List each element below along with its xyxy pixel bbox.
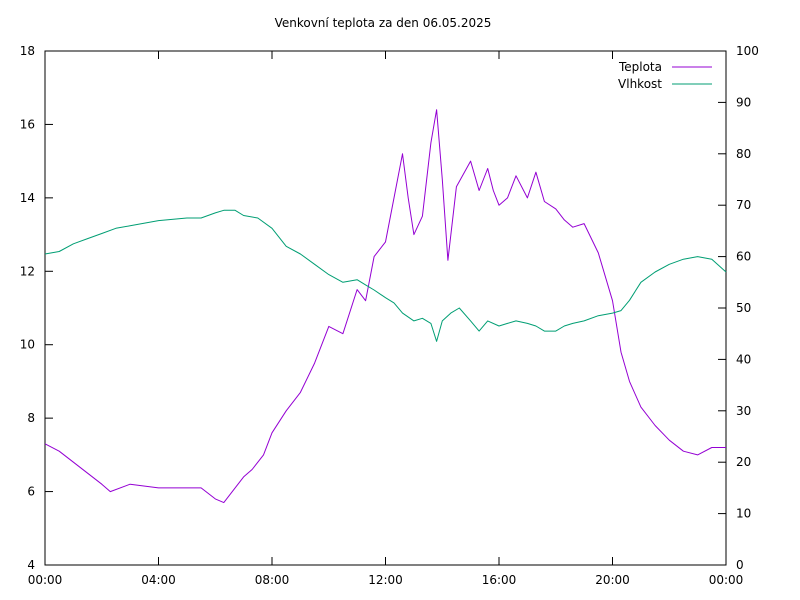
x-tick-label: 00:00 (709, 573, 744, 587)
x-tick-label: 12:00 (368, 573, 403, 587)
series-line-teplota (44, 109, 726, 504)
y-tick-label: 14 (20, 191, 35, 205)
y2-tick-label: 10 (736, 507, 751, 521)
y-tick-label: 12 (20, 264, 35, 278)
y2-tick-label: 20 (736, 455, 751, 469)
plot-frame (44, 50, 727, 566)
y-tick-label: 18 (20, 44, 35, 58)
x-tick-label: 20:00 (595, 573, 630, 587)
y2-tick-label: 70 (736, 198, 751, 212)
x-tick-label: 16:00 (482, 573, 517, 587)
y2-tick-label: 90 (736, 95, 751, 109)
y-tick-label: 8 (27, 411, 35, 425)
y-tick-label: 10 (20, 338, 35, 352)
legend-label-vlhkost: Vlhkost (618, 77, 662, 91)
legend-label-teplota: Teplota (618, 60, 662, 74)
y-tick-label: 16 (20, 117, 35, 131)
series-line-vlhkost (44, 209, 727, 342)
y2-tick-label: 40 (736, 352, 751, 366)
x-tick-label: 00:00 (28, 573, 63, 587)
y2-tick-label: 60 (736, 250, 751, 264)
y-tick-label: 6 (27, 485, 35, 499)
y-tick-label: 4 (27, 558, 35, 572)
y2-tick-label: 100 (736, 44, 759, 58)
x-tick-label: 04:00 (141, 573, 176, 587)
x-tick-label: 08:00 (255, 573, 290, 587)
chart-title: Venkovní teplota za den 06.05.2025 (274, 16, 492, 30)
y2-tick-label: 0 (736, 558, 744, 572)
y2-tick-label: 30 (736, 404, 751, 418)
y2-tick-label: 50 (736, 301, 751, 315)
y2-tick-label: 80 (736, 147, 751, 161)
